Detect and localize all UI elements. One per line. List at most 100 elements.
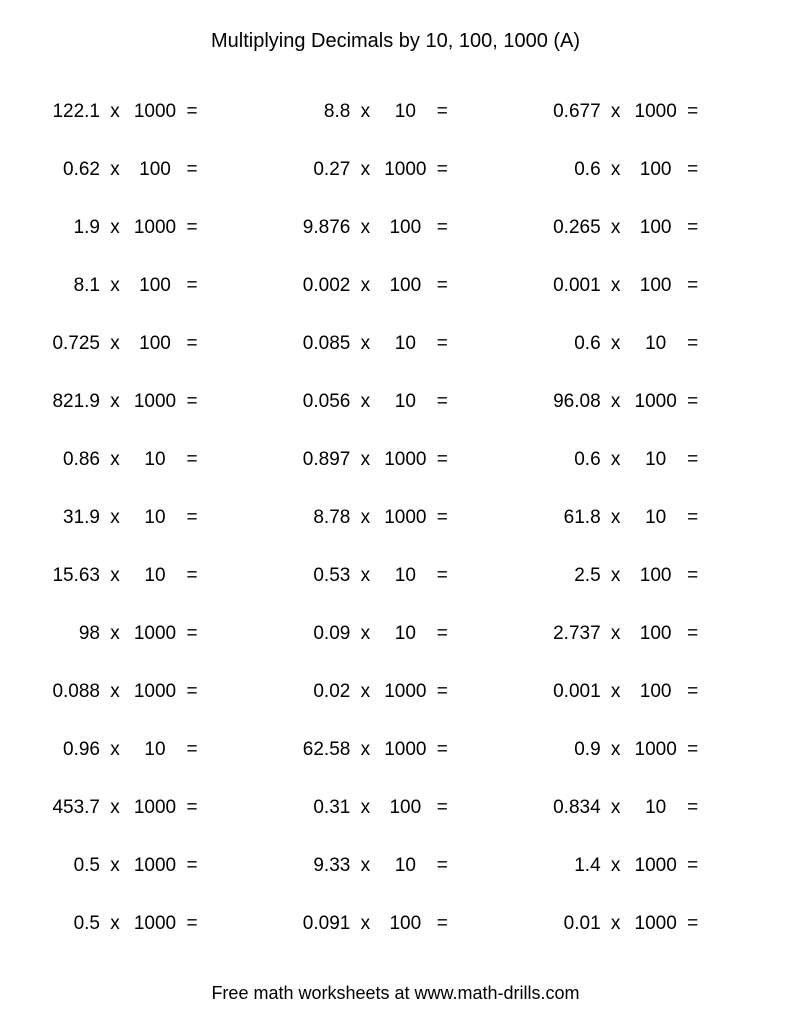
operand-b: 10	[130, 449, 180, 471]
multiply-operator: x	[100, 217, 130, 239]
equals-sign: =	[180, 449, 204, 471]
equals-sign: =	[180, 217, 204, 239]
operand-b: 100	[631, 565, 681, 587]
operand-b: 1000	[631, 855, 681, 877]
equals-sign: =	[681, 739, 705, 761]
problem-row: 1.4x1000=	[541, 837, 751, 895]
equals-sign: =	[681, 333, 705, 355]
problem-row: 2.737x100=	[541, 605, 751, 663]
multiply-operator: x	[350, 507, 380, 529]
operand-a: 0.5	[40, 913, 100, 935]
operand-a: 0.27	[290, 159, 350, 181]
multiply-operator: x	[100, 565, 130, 587]
problem-row: 0.265x100=	[541, 199, 751, 257]
equals-sign: =	[681, 449, 705, 471]
operand-b: 100	[130, 159, 180, 181]
equals-sign: =	[180, 623, 204, 645]
operand-a: 0.091	[290, 913, 350, 935]
multiply-operator: x	[601, 855, 631, 877]
problem-row: 31.9x10=	[40, 489, 250, 547]
problem-row: 0.091x100=	[290, 895, 500, 953]
operand-b: 100	[380, 797, 430, 819]
problem-row: 62.58x1000=	[290, 721, 500, 779]
multiply-operator: x	[601, 217, 631, 239]
multiply-operator: x	[601, 159, 631, 181]
operand-b: 1000	[380, 449, 430, 471]
equals-sign: =	[180, 739, 204, 761]
equals-sign: =	[430, 855, 454, 877]
equals-sign: =	[681, 391, 705, 413]
operand-b: 10	[380, 333, 430, 355]
operand-b: 10	[380, 855, 430, 877]
equals-sign: =	[180, 101, 204, 123]
equals-sign: =	[430, 449, 454, 471]
multiply-operator: x	[601, 913, 631, 935]
problem-row: 0.6x10=	[541, 315, 751, 373]
operand-a: 122.1	[40, 101, 100, 123]
operand-b: 100	[631, 275, 681, 297]
equals-sign: =	[180, 333, 204, 355]
multiply-operator: x	[350, 449, 380, 471]
problem-row: 0.9x1000=	[541, 721, 751, 779]
equals-sign: =	[180, 855, 204, 877]
operand-b: 100	[130, 275, 180, 297]
problem-row: 0.085x10=	[290, 315, 500, 373]
operand-b: 1000	[380, 507, 430, 529]
multiply-operator: x	[350, 913, 380, 935]
multiply-operator: x	[601, 507, 631, 529]
operand-b: 1000	[130, 681, 180, 703]
operand-b: 10	[631, 507, 681, 529]
operand-b: 1000	[380, 681, 430, 703]
multiply-operator: x	[100, 449, 130, 471]
multiply-operator: x	[350, 159, 380, 181]
multiply-operator: x	[601, 565, 631, 587]
problem-row: 122.1x1000=	[40, 83, 250, 141]
problem-row: 0.53x10=	[290, 547, 500, 605]
equals-sign: =	[180, 391, 204, 413]
multiply-operator: x	[350, 565, 380, 587]
operand-b: 100	[631, 159, 681, 181]
multiply-operator: x	[100, 159, 130, 181]
equals-sign: =	[681, 217, 705, 239]
operand-b: 1000	[631, 391, 681, 413]
equals-sign: =	[681, 507, 705, 529]
operand-a: 0.085	[290, 333, 350, 355]
equals-sign: =	[180, 507, 204, 529]
operand-a: 0.96	[40, 739, 100, 761]
equals-sign: =	[180, 681, 204, 703]
problem-row: 2.5x100=	[541, 547, 751, 605]
operand-b: 100	[380, 913, 430, 935]
operand-a: 9.33	[290, 855, 350, 877]
multiply-operator: x	[350, 797, 380, 819]
problem-row: 821.9x1000=	[40, 373, 250, 431]
problem-row: 0.5x1000=	[40, 837, 250, 895]
multiply-operator: x	[100, 391, 130, 413]
equals-sign: =	[430, 391, 454, 413]
operand-a: 31.9	[40, 507, 100, 529]
problem-row: 0.62x100=	[40, 141, 250, 199]
operand-a: 0.6	[541, 159, 601, 181]
operand-a: 0.02	[290, 681, 350, 703]
operand-a: 1.9	[40, 217, 100, 239]
multiply-operator: x	[100, 101, 130, 123]
multiply-operator: x	[601, 681, 631, 703]
problem-row: 0.5x1000=	[40, 895, 250, 953]
operand-a: 0.001	[541, 275, 601, 297]
multiply-operator: x	[350, 275, 380, 297]
equals-sign: =	[430, 333, 454, 355]
problem-row: 0.01x1000=	[541, 895, 751, 953]
problem-row: 0.96x10=	[40, 721, 250, 779]
problem-row: 0.09x10=	[290, 605, 500, 663]
problem-row: 8.78x1000=	[290, 489, 500, 547]
worksheet-grid: 122.1x1000=8.8x10=0.677x1000=0.62x100=0.…	[40, 83, 751, 973]
equals-sign: =	[430, 275, 454, 297]
operand-b: 1000	[631, 913, 681, 935]
operand-a: 0.6	[541, 449, 601, 471]
multiply-operator: x	[350, 333, 380, 355]
multiply-operator: x	[350, 623, 380, 645]
operand-a: 8.1	[40, 275, 100, 297]
multiply-operator: x	[100, 507, 130, 529]
equals-sign: =	[430, 913, 454, 935]
operand-b: 100	[380, 275, 430, 297]
problem-row: 0.088x1000=	[40, 663, 250, 721]
